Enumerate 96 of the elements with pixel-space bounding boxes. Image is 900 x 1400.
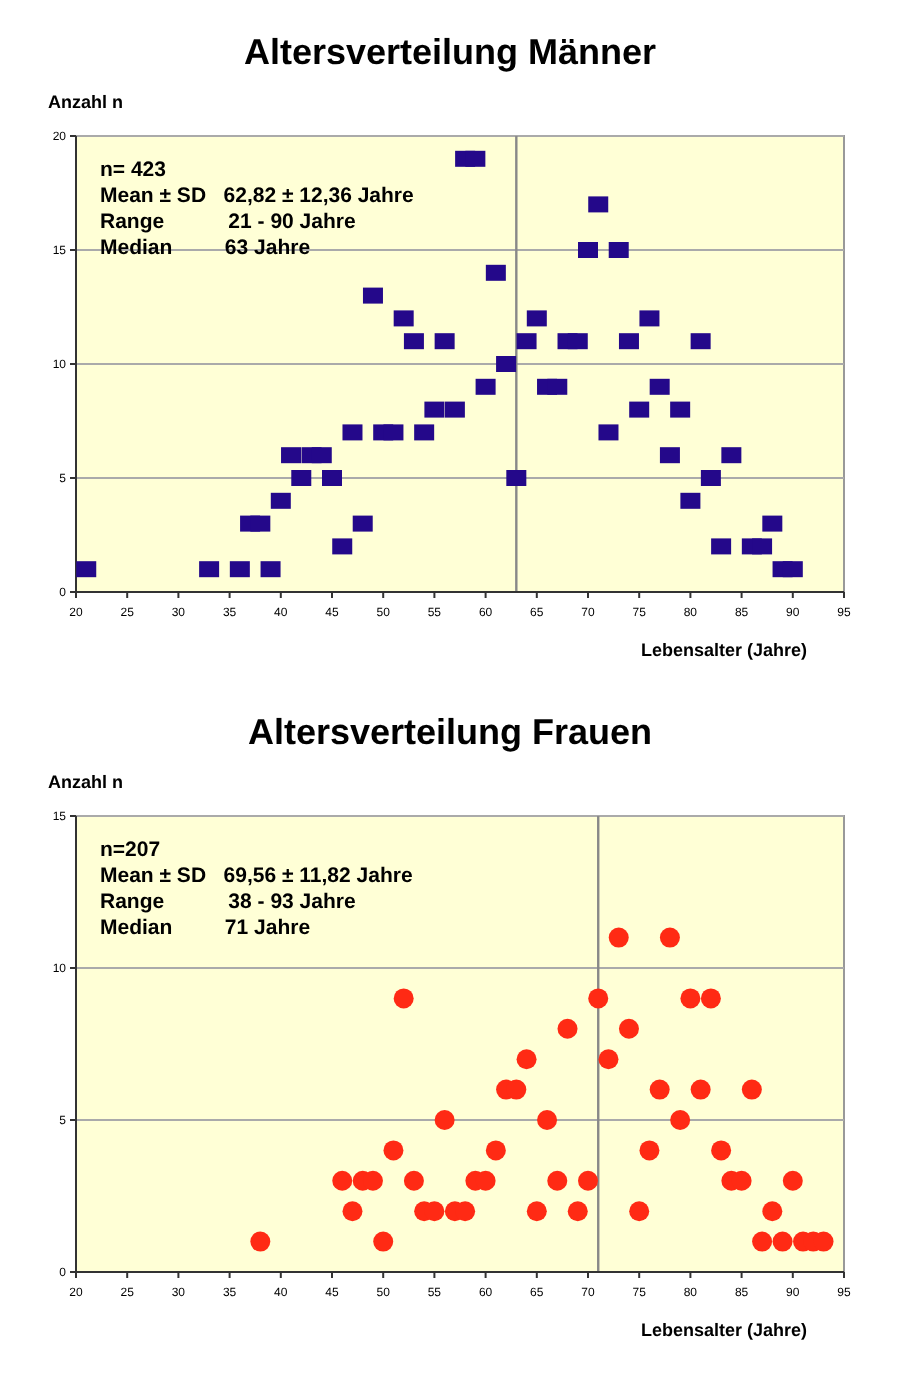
point	[332, 538, 353, 555]
point	[762, 515, 783, 532]
point	[475, 378, 496, 395]
point	[526, 310, 547, 327]
point	[373, 1231, 394, 1252]
point	[229, 561, 250, 578]
annotation: Mean ± SD 62,82 ± 12,36 Jahre	[100, 184, 415, 208]
point	[250, 1231, 271, 1252]
point	[537, 1110, 558, 1130]
point	[526, 1201, 547, 1222]
point	[721, 447, 742, 464]
point	[414, 424, 435, 441]
point	[270, 492, 291, 509]
annotation: Range 38 - 93 Jahre	[100, 890, 356, 914]
point	[598, 424, 619, 441]
point	[434, 333, 455, 350]
point	[772, 1231, 793, 1252]
point	[649, 1079, 670, 1100]
x-axis-title: Lebensalter (Jahre)	[640, 640, 808, 660]
point	[752, 538, 773, 555]
point	[639, 1140, 660, 1161]
point	[332, 1170, 353, 1191]
point	[588, 196, 609, 213]
point	[516, 1049, 537, 1070]
point	[690, 1079, 711, 1100]
point	[76, 561, 97, 578]
point	[465, 150, 486, 167]
point	[639, 310, 660, 327]
point	[403, 333, 424, 350]
point	[567, 333, 588, 350]
point	[752, 1231, 773, 1252]
point	[434, 1110, 455, 1130]
point	[649, 378, 670, 395]
point	[322, 470, 342, 486]
point	[506, 470, 527, 486]
point	[680, 492, 701, 509]
point	[557, 1018, 578, 1039]
y-axis-title: Anzahl n	[48, 92, 123, 112]
point	[199, 561, 220, 578]
point	[618, 333, 639, 350]
annotation: Median 63 Jahre	[100, 236, 311, 260]
point	[700, 470, 721, 486]
point	[629, 1201, 650, 1222]
annotation: Mean ± SD 69,56 ± 11,82 Jahre	[100, 864, 413, 888]
point	[342, 424, 363, 441]
point	[618, 1018, 639, 1039]
point	[741, 1079, 762, 1100]
point	[547, 378, 568, 395]
point	[608, 242, 629, 258]
point	[782, 1170, 803, 1191]
annotation: Median 71 Jahre	[100, 916, 311, 940]
point	[659, 447, 680, 464]
point	[670, 401, 691, 418]
point	[496, 356, 517, 372]
point	[260, 561, 281, 578]
point	[424, 401, 445, 418]
point	[444, 401, 465, 418]
point	[516, 333, 537, 350]
point	[680, 988, 701, 1009]
point	[659, 927, 680, 948]
chart-title: Altersverteilung Männer	[243, 32, 657, 72]
point	[393, 310, 414, 327]
point	[782, 561, 803, 578]
annotation: Range 21 - 90 Jahre	[100, 210, 356, 234]
point	[670, 1110, 691, 1130]
point	[567, 1201, 588, 1222]
point	[383, 1140, 404, 1161]
point	[291, 470, 312, 486]
point	[352, 515, 373, 532]
point	[362, 287, 383, 304]
point	[711, 1140, 732, 1161]
point	[608, 927, 629, 948]
point	[598, 1049, 619, 1070]
y-axis-title: Anzahl n	[48, 772, 123, 792]
point	[311, 447, 332, 464]
point	[342, 1201, 363, 1222]
point	[485, 264, 506, 281]
point	[383, 424, 404, 441]
annotation: n=207	[100, 838, 161, 862]
point	[485, 1140, 506, 1161]
point	[690, 333, 711, 350]
point	[588, 988, 609, 1009]
point	[711, 538, 732, 555]
point	[629, 401, 650, 418]
chart-title: Altersverteilung Frauen	[247, 712, 653, 752]
point	[578, 1170, 598, 1191]
point	[578, 242, 598, 258]
annotation: n= 423	[100, 158, 167, 182]
point	[547, 1170, 568, 1191]
point	[393, 988, 414, 1009]
x-axis-title: Lebensalter (Jahre)	[640, 1320, 808, 1340]
point	[700, 988, 721, 1009]
point	[403, 1170, 424, 1191]
point	[250, 515, 271, 532]
point	[762, 1201, 783, 1222]
point	[281, 447, 302, 464]
